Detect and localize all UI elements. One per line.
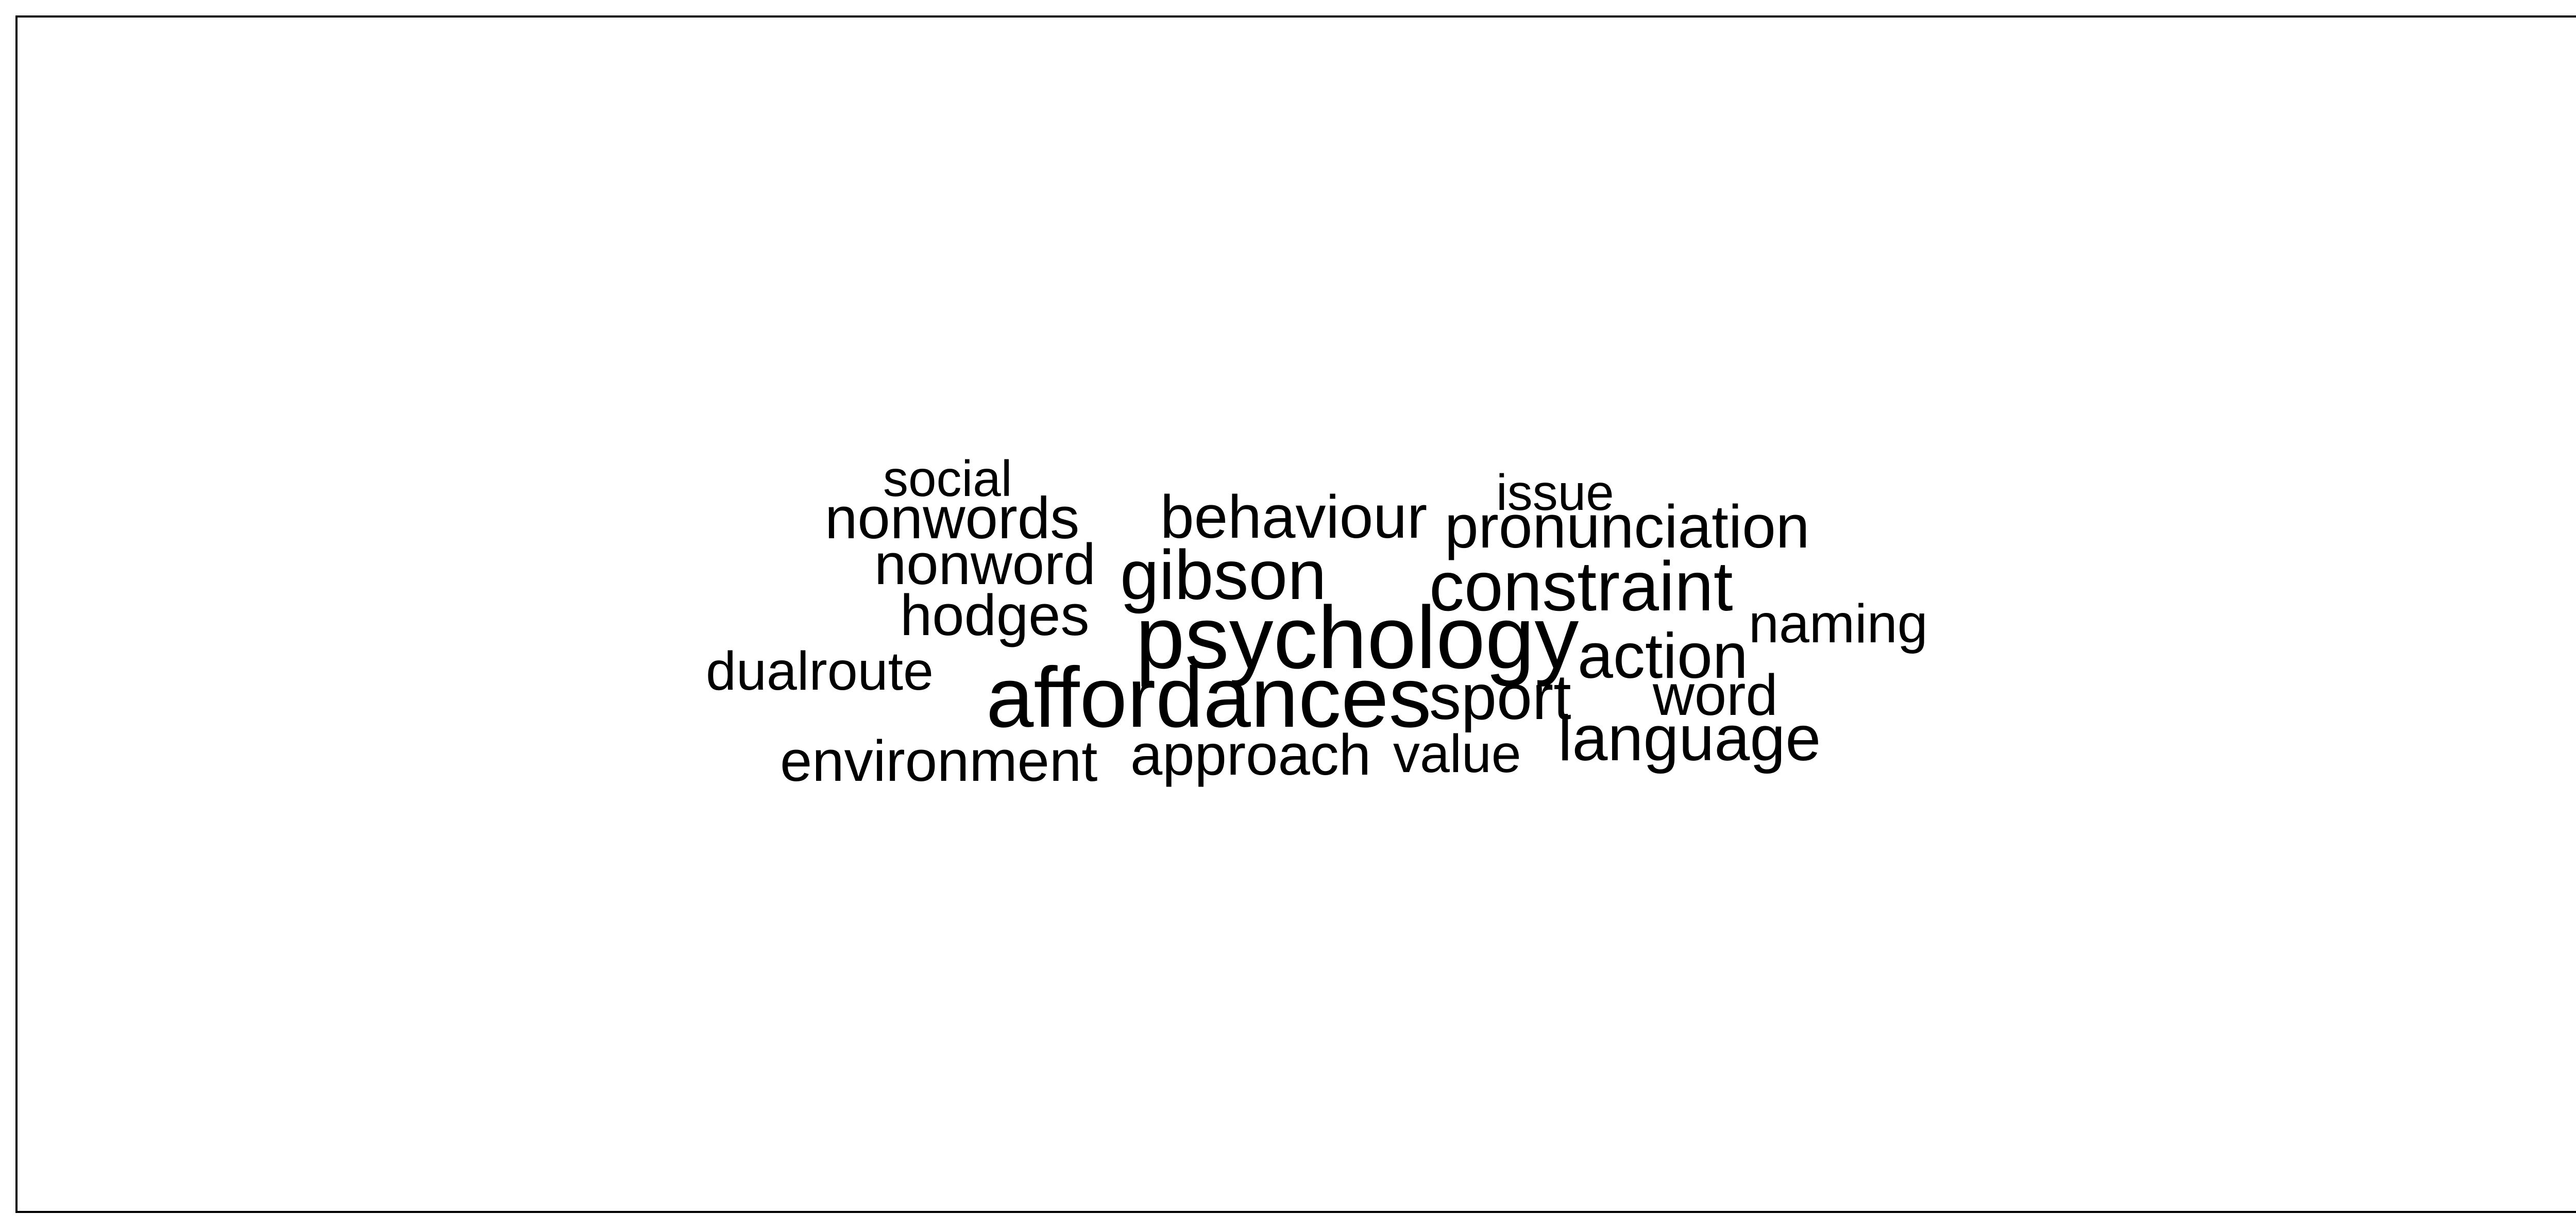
word-social: social xyxy=(883,450,1012,507)
word-environment: environment xyxy=(780,729,1098,793)
word-dualroute: dualroute xyxy=(706,641,934,702)
word-affordances: affordances xyxy=(986,650,1432,745)
word-naming: naming xyxy=(1749,593,1928,654)
word-action: action xyxy=(1578,621,1748,692)
word-constraint: constraint xyxy=(1429,547,1733,625)
word-language: language xyxy=(1558,703,1821,774)
word-gibson: gibson xyxy=(1120,536,1327,614)
word-nonwords: nonwords xyxy=(825,486,1080,551)
word-sport: sport xyxy=(1429,662,1571,733)
word-issue: issue xyxy=(1496,464,1614,521)
plot-frame: social nonwords behaviour issue pronunci… xyxy=(15,15,2576,1213)
word-pronunciation: pronunciation xyxy=(1445,493,1810,561)
word-value: value xyxy=(1393,724,1521,784)
word-hodges: hodges xyxy=(900,583,1090,647)
word-behaviour: behaviour xyxy=(1160,483,1428,551)
word-psychology: psychology xyxy=(1136,588,1579,687)
word-word: word xyxy=(1653,663,1778,727)
word-nonword: nonword xyxy=(874,532,1096,596)
word-approach: approach xyxy=(1130,723,1371,787)
